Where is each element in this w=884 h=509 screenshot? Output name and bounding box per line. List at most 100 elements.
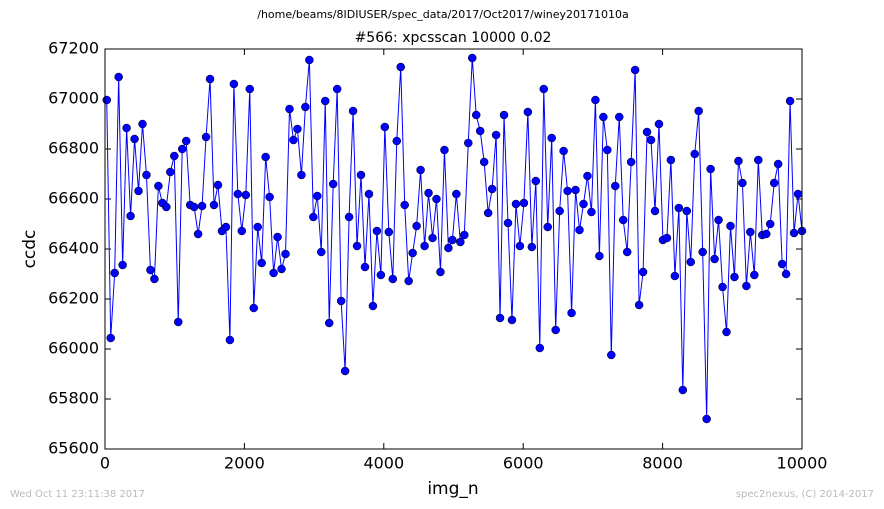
- data-point: [146, 265, 155, 275]
- data-point: [471, 110, 481, 120]
- chart-title: #566: xpcsscan 10000 0.02: [355, 30, 552, 46]
- data-point: [392, 136, 402, 146]
- data-point: [174, 317, 183, 327]
- data-point: [750, 270, 759, 280]
- x-tick-label: 4000: [363, 454, 404, 473]
- data-point: [317, 247, 326, 257]
- data-point: [229, 79, 239, 89]
- data-point: [340, 366, 350, 376]
- data-point: [332, 84, 342, 94]
- data-point: [336, 296, 346, 306]
- data-point: [547, 133, 556, 143]
- data-point: [567, 308, 576, 318]
- data-point: [170, 151, 179, 161]
- data-point: [781, 269, 791, 279]
- data-point: [237, 226, 247, 236]
- data-point: [702, 414, 711, 424]
- data-point: [682, 206, 692, 216]
- data-point: [368, 301, 378, 311]
- data-point: [487, 184, 497, 194]
- data-point: [376, 270, 386, 280]
- data-point: [726, 221, 735, 231]
- data-point: [201, 132, 211, 142]
- data-point: [614, 112, 624, 122]
- data-point: [213, 180, 223, 190]
- data-point: [348, 106, 358, 116]
- data-point: [301, 102, 310, 112]
- data-point: [241, 190, 251, 200]
- data-point: [698, 247, 707, 257]
- data-point: [285, 104, 294, 114]
- data-point: [118, 260, 127, 270]
- data-point: [483, 208, 493, 218]
- data-point: [618, 215, 628, 225]
- data-point: [102, 95, 111, 105]
- data-point: [479, 157, 489, 167]
- data-point: [364, 189, 374, 199]
- x-tick-label: 0: [100, 454, 110, 473]
- data-point: [710, 254, 719, 264]
- data-point: [352, 241, 362, 251]
- y-tick-label: 65600: [48, 439, 99, 458]
- data-point: [674, 203, 684, 213]
- data-point: [313, 191, 322, 201]
- data-point: [265, 192, 274, 202]
- data-point: [527, 242, 537, 252]
- data-point: [205, 74, 215, 84]
- data-point: [678, 385, 688, 395]
- data-point: [634, 300, 644, 310]
- data-point: [122, 123, 131, 133]
- data-point: [110, 268, 119, 278]
- data-point: [738, 178, 747, 188]
- timestamp: Wed Oct 11 23:11:38 2017: [10, 489, 145, 500]
- data-point: [742, 281, 751, 291]
- data-point: [277, 264, 286, 274]
- data-point: [281, 249, 290, 259]
- data-point: [142, 170, 151, 180]
- data-point: [773, 159, 783, 169]
- data-point: [424, 188, 433, 198]
- data-point: [706, 164, 715, 174]
- data-point: [519, 198, 529, 208]
- data-point: [138, 119, 147, 129]
- x-tick-label: 2000: [224, 454, 265, 473]
- data-point: [626, 157, 636, 167]
- credit: spec2nexus, (C) 2014-2017: [736, 489, 874, 500]
- data-point: [221, 222, 231, 232]
- data-point: [539, 84, 549, 94]
- data-point: [551, 325, 560, 335]
- data-point: [531, 176, 541, 186]
- data-point: [591, 95, 600, 105]
- data-point: [511, 199, 521, 209]
- data-point: [622, 247, 632, 257]
- data-point: [126, 211, 135, 221]
- data-point: [388, 274, 398, 284]
- y-tick-label: 67200: [48, 39, 99, 58]
- data-point: [130, 134, 139, 144]
- data-point: [607, 350, 616, 360]
- data-point: [106, 333, 115, 343]
- data-point: [289, 135, 298, 145]
- data-point: [499, 110, 509, 120]
- data-point: [150, 274, 159, 284]
- data-point: [293, 124, 302, 134]
- data-point: [380, 122, 390, 132]
- data-point: [166, 167, 175, 177]
- data-point: [638, 267, 648, 277]
- data-point: [225, 335, 235, 345]
- data-point: [575, 225, 584, 235]
- data-point: [467, 53, 477, 63]
- data-point: [249, 303, 258, 313]
- data-point: [432, 194, 441, 204]
- x-tick-label: 10000: [777, 454, 828, 473]
- data-point: [761, 229, 771, 239]
- data-point: [181, 136, 191, 146]
- data-point: [563, 186, 572, 196]
- data-point: [344, 212, 354, 222]
- data-point: [233, 189, 243, 199]
- data-point: [114, 72, 123, 82]
- data-point: [269, 268, 278, 278]
